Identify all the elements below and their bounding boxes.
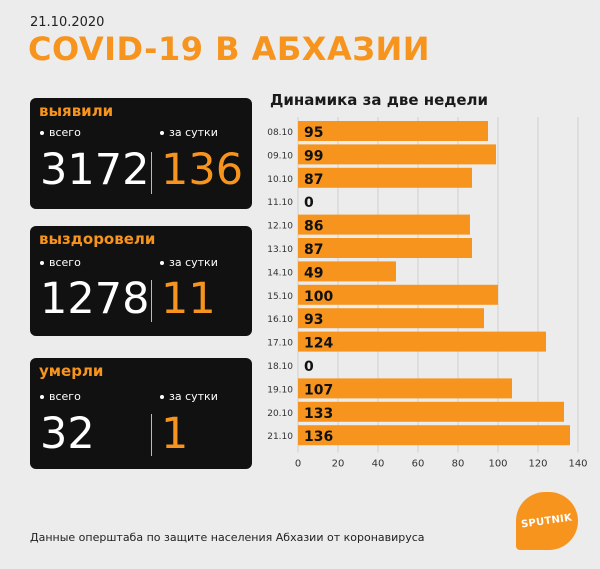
x-tick-label: 20 <box>332 459 345 470</box>
source-footer: Данные оперштаба по защите населения Абх… <box>30 531 425 544</box>
data-label: 99 <box>304 148 323 164</box>
card-detected-day: 136 <box>161 145 244 195</box>
card-recovered-total: 1278 <box>40 274 150 324</box>
y-tick-label: 13.10 <box>267 245 293 255</box>
bar-chart: 0 20 40 60 80 100 120 140 08.10 95 09.10 99 10.10 87 1… <box>267 117 588 470</box>
y-tick-label: 15.10 <box>267 292 293 302</box>
data-label: 0 <box>304 359 314 375</box>
y-tick-label: 09.10 <box>267 151 293 161</box>
bar <box>298 378 512 399</box>
card-detected-divider <box>151 152 152 194</box>
x-tick-label: 140 <box>568 459 587 470</box>
data-label: 86 <box>304 219 323 235</box>
card-detected-label: выявили <box>39 102 114 120</box>
y-tick-label: 18.10 <box>267 362 293 372</box>
card-deaths: умерли всего за сутки 32 1 <box>30 358 252 469</box>
y-tick-label: 14.10 <box>267 268 293 278</box>
card-deaths-divider <box>151 414 152 456</box>
data-label: 124 <box>304 336 333 352</box>
card-deaths-total-label: всего <box>40 390 81 403</box>
card-detected-total-label: всего <box>40 126 81 139</box>
y-tick-label: 11.10 <box>267 198 293 208</box>
bar <box>298 284 498 305</box>
data-label: 95 <box>304 125 323 141</box>
card-recovered-day-label: за сутки <box>160 256 218 269</box>
card-detected-day-label: за сутки <box>160 126 218 139</box>
data-label: 93 <box>304 312 323 328</box>
data-label: 0 <box>304 195 314 211</box>
bar <box>298 425 570 446</box>
bar <box>298 238 472 258</box>
x-tick-label: 80 <box>452 459 465 470</box>
card-recovered: выздоровели всего за сутки 1278 11 <box>30 226 252 336</box>
y-tick-label: 08.10 <box>267 128 293 138</box>
bar <box>298 308 484 329</box>
card-detected-total: 3172 <box>40 145 150 195</box>
bar <box>298 214 470 235</box>
y-tick-label: 16.10 <box>267 315 293 325</box>
bar <box>298 144 496 165</box>
chart-title: Динамика за две недели <box>270 91 489 109</box>
y-tick-label: 10.10 <box>267 175 293 185</box>
bar <box>298 121 488 141</box>
bar <box>298 261 396 282</box>
card-recovered-label: выздоровели <box>39 230 156 248</box>
bar <box>298 167 472 188</box>
y-tick-label: 17.10 <box>267 339 293 349</box>
logo-text: SPUTNIK <box>520 511 574 531</box>
data-label: 87 <box>304 242 323 258</box>
data-label: 49 <box>304 265 323 281</box>
x-tick-label: 0 <box>295 459 301 470</box>
y-tick-label: 21.10 <box>267 432 293 442</box>
data-label: 87 <box>304 172 323 188</box>
sputnik-logo: SPUTNIK <box>516 492 578 550</box>
card-deaths-total: 32 <box>40 409 95 459</box>
y-tick-label: 20.10 <box>267 409 293 419</box>
bar <box>298 401 564 422</box>
card-recovered-divider <box>151 280 152 322</box>
card-deaths-day-label: за сутки <box>160 390 218 403</box>
data-label: 136 <box>304 429 333 445</box>
card-deaths-label: умерли <box>39 362 104 380</box>
card-recovered-total-label: всего <box>40 256 81 269</box>
bar <box>298 331 546 352</box>
card-detected: выявили всего за сутки 3172 136 <box>30 98 252 209</box>
y-tick-label: 19.10 <box>267 385 293 395</box>
x-tick-label: 60 <box>412 459 425 470</box>
card-deaths-day: 1 <box>161 409 189 459</box>
date-label: 21.10.2020 <box>30 15 105 30</box>
x-tick-label: 120 <box>528 459 547 470</box>
page-title: COVID-19 В АБХАЗИИ <box>28 30 431 68</box>
data-label: 107 <box>304 382 333 398</box>
x-tick-label: 100 <box>488 459 507 470</box>
y-tick-label: 12.10 <box>267 222 293 232</box>
data-label: 133 <box>304 406 333 422</box>
x-tick-label: 40 <box>372 459 385 470</box>
card-recovered-day: 11 <box>161 274 216 324</box>
data-label: 100 <box>304 289 333 305</box>
